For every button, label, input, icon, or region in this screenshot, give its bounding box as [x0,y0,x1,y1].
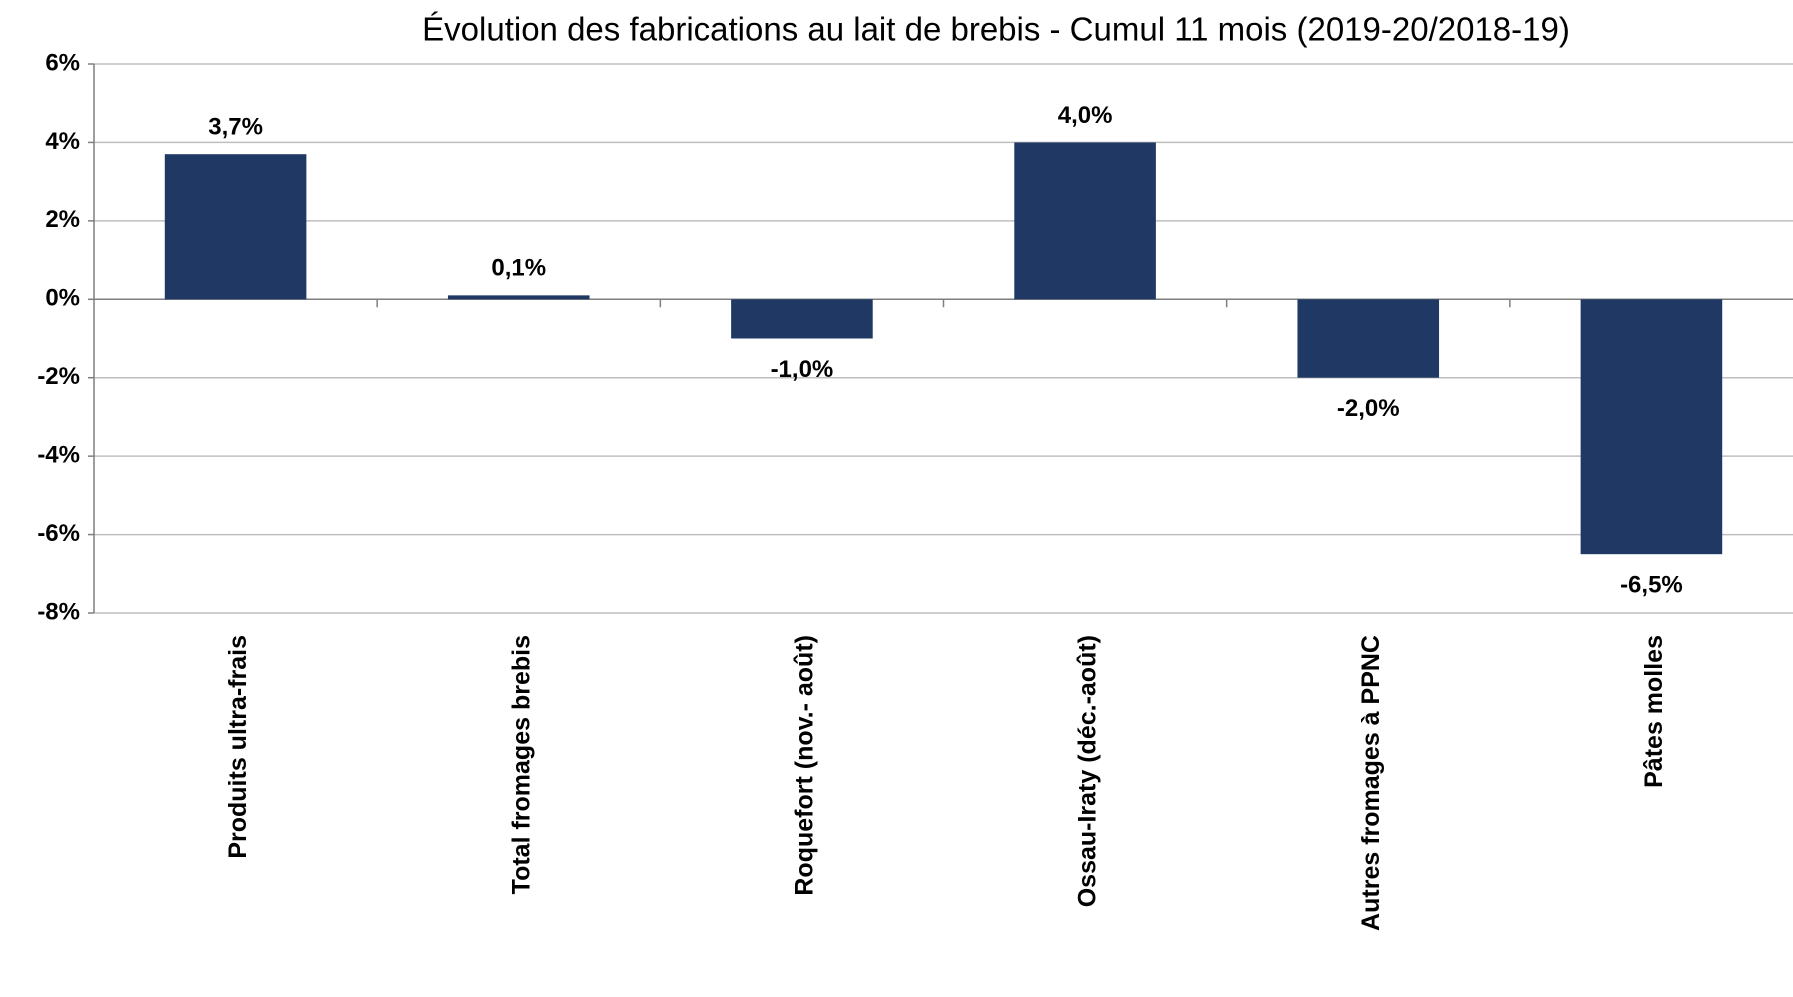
y-tick-label: -8% [37,598,80,625]
x-tick-label: Produits ultra-frais [224,635,252,859]
bar [1580,299,1723,555]
value-label: 4,0% [1058,102,1113,129]
y-tick-label: -2% [37,363,80,390]
x-tick-label: Autres fromages à PPNC [1357,635,1385,931]
y-tick-label: -4% [37,441,80,468]
y-tick-label: 0% [45,285,80,312]
y-tick-label: 4% [45,128,80,155]
bar [731,299,873,339]
value-label: 3,7% [208,114,263,141]
y-tick-label: 2% [45,206,80,233]
x-tick-label: Roquefort (nov.- août) [791,635,819,896]
x-tick-label: Total fromages brebis [507,635,535,894]
bar [1297,299,1440,378]
x-tick-label: Ossau-Iraty (déc.-août) [1074,635,1102,907]
y-tick-label: -6% [37,520,80,547]
x-tick-label: Pâtes molles [1640,635,1668,788]
chart-title: Évolution des fabrications au lait de br… [422,11,1570,48]
value-label: -6,5% [1620,572,1683,599]
bar [447,295,590,300]
bar [1014,142,1156,300]
bar [164,154,307,300]
y-tick-label: 6% [45,49,80,76]
value-label: 0,1% [491,255,546,282]
value-label: -1,0% [771,356,834,383]
value-label: -2,0% [1337,395,1400,422]
